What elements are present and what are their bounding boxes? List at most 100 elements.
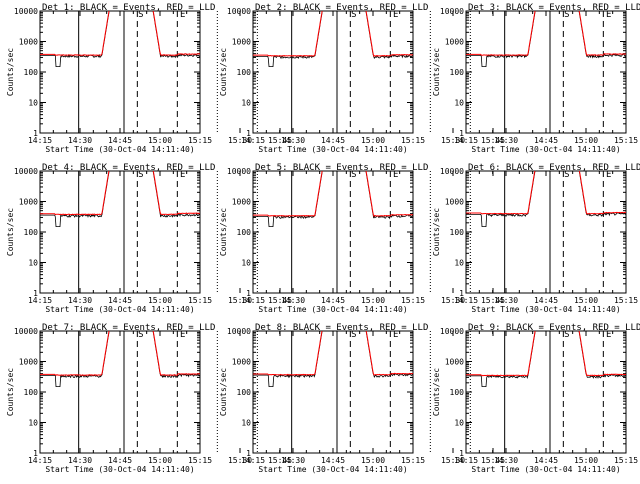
- x-tick-label: 14:15: [454, 136, 478, 145]
- series-events-line: [40, 331, 200, 387]
- y-tick-label: 1000: [19, 358, 38, 367]
- chart-title: Det 1: BLACK = Events, RED = LLD: [42, 3, 215, 13]
- x-tick-label: 14:45: [534, 456, 558, 465]
- x-tick-label: 14:30: [281, 456, 305, 465]
- x-tick-label: 14:15: [28, 296, 52, 305]
- x-tick-label: 15:45: [268, 456, 292, 465]
- series-events-line: [253, 171, 413, 227]
- y-tick-label: 1000: [232, 358, 251, 367]
- end-marker-label: E: [606, 10, 611, 20]
- y-tick-label: 10: [454, 259, 464, 268]
- chart-panel-2: Det 2: BLACK = Events, RED = LLD 1 10 100 10…: [219, 3, 505, 154]
- chart-title: Det 9: BLACK = Events, RED = LLD: [468, 323, 640, 333]
- y-tick-label: 10000: [14, 167, 38, 176]
- x-tick-label: 14:15: [241, 296, 265, 305]
- series-events-line: [40, 171, 200, 227]
- y-tick-label: 10000: [227, 7, 251, 16]
- y-axis-label: Counts/sec: [219, 368, 228, 416]
- y-tick-label: 1000: [19, 38, 38, 47]
- x-tick-label: 15:00: [148, 296, 172, 305]
- start-marker-label: S: [138, 10, 143, 20]
- y-tick-label: 100: [24, 388, 39, 397]
- y-axis-label: Counts/sec: [6, 368, 15, 416]
- x-tick-label: 14:15: [241, 136, 265, 145]
- y-tick-label: 1: [33, 129, 38, 138]
- series-events-line: [466, 331, 626, 387]
- plot-frame: [39, 170, 201, 294]
- plot-frame: [465, 10, 627, 134]
- x-tick-label: 15:15: [401, 136, 425, 145]
- y-axis-label: Counts/sec: [6, 48, 15, 96]
- start-marker-label: S: [564, 10, 569, 20]
- chart-panel-4: Det 4: BLACK = Events, RED = LLD 1 10 100 10…: [6, 163, 292, 314]
- chart-title: Det 6: BLACK = Events, RED = LLD: [468, 163, 640, 173]
- x-axis-label: Start Time (30-Oct-04 14:11:40): [471, 145, 620, 154]
- x-tick-label: 14:30: [68, 456, 92, 465]
- x-tick-label: 15:15: [614, 456, 638, 465]
- y-tick-label: 100: [450, 228, 465, 237]
- x-tick-label: 14:15: [454, 456, 478, 465]
- series-lld-line: [466, 11, 626, 56]
- x-tick-label: 14:15: [241, 456, 265, 465]
- y-tick-label: 1000: [232, 198, 251, 207]
- y-tick-label: 1: [33, 449, 38, 458]
- chart-title: Det 4: BLACK = Events, RED = LLD: [42, 163, 215, 173]
- x-tick-label: 14:30: [494, 296, 518, 305]
- chart-title: Det 8: BLACK = Events, RED = LLD: [255, 323, 428, 333]
- y-tick-label: 10000: [440, 327, 464, 336]
- start-marker-label: S: [351, 170, 356, 180]
- chart-title: Det 2: BLACK = Events, RED = LLD: [255, 3, 428, 13]
- y-axis-label: Counts/sec: [6, 208, 15, 256]
- x-tick-label: 14:45: [108, 296, 132, 305]
- end-marker-label: E: [180, 330, 185, 340]
- x-tick-label: 15:15: [188, 296, 212, 305]
- y-tick-label: 1: [246, 129, 251, 138]
- x-tick-label: 15:00: [361, 456, 385, 465]
- x-tick-label: 15:30: [228, 296, 252, 305]
- y-tick-label: 1000: [445, 198, 464, 207]
- y-tick-label: 100: [450, 68, 465, 77]
- x-tick-label: 14:15: [28, 456, 52, 465]
- start-marker-label: S: [564, 330, 569, 340]
- x-tick-label: 15:00: [574, 456, 598, 465]
- plot-frame: [39, 10, 201, 134]
- y-tick-label: 1: [459, 449, 464, 458]
- x-tick-label: 15:45: [481, 136, 505, 145]
- x-tick-label: 15:45: [268, 136, 292, 145]
- x-tick-label: 14:30: [68, 296, 92, 305]
- y-tick-label: 1: [459, 129, 464, 138]
- x-tick-label: 15:45: [268, 296, 292, 305]
- series-events-line: [466, 11, 626, 67]
- x-axis-label: Start Time (30-Oct-04 14:11:40): [471, 305, 620, 314]
- chart-title: Det 3: BLACK = Events, RED = LLD: [468, 3, 640, 13]
- series-lld-line: [253, 171, 413, 217]
- plot-frame: [465, 170, 627, 294]
- end-marker-label: E: [180, 170, 185, 180]
- y-tick-label: 10: [241, 259, 251, 268]
- series-events-line: [253, 11, 413, 67]
- x-tick-label: 14:30: [494, 136, 518, 145]
- x-tick-label: 15:30: [441, 136, 465, 145]
- start-marker-label: S: [564, 170, 569, 180]
- end-marker-label: E: [606, 170, 611, 180]
- y-tick-label: 10: [28, 259, 38, 268]
- chart-title: Det 7: BLACK = Events, RED = LLD: [42, 323, 215, 333]
- y-tick-label: 10: [454, 99, 464, 108]
- x-tick-label: 14:45: [534, 136, 558, 145]
- x-tick-label: 15:45: [481, 456, 505, 465]
- x-tick-label: 15:00: [148, 136, 172, 145]
- y-axis-label: Counts/sec: [432, 368, 441, 416]
- y-tick-label: 10000: [14, 327, 38, 336]
- x-tick-label: 15:15: [614, 136, 638, 145]
- chart-panel-7: Det 7: BLACK = Events, RED = LLD 1 10 100 10…: [6, 323, 292, 474]
- end-marker-label: E: [606, 330, 611, 340]
- start-marker-label: S: [138, 330, 143, 340]
- x-tick-label: 14:30: [494, 456, 518, 465]
- x-tick-label: 14:45: [108, 136, 132, 145]
- x-tick-label: 14:30: [281, 136, 305, 145]
- y-tick-label: 10: [28, 99, 38, 108]
- series-lld-line: [253, 331, 413, 376]
- chart-title: Det 5: BLACK = Events, RED = LLD: [255, 163, 428, 173]
- chart-panel-1: Det 1: BLACK = Events, RED = LLD 1 10 100 10…: [6, 3, 292, 154]
- y-tick-label: 1000: [445, 38, 464, 47]
